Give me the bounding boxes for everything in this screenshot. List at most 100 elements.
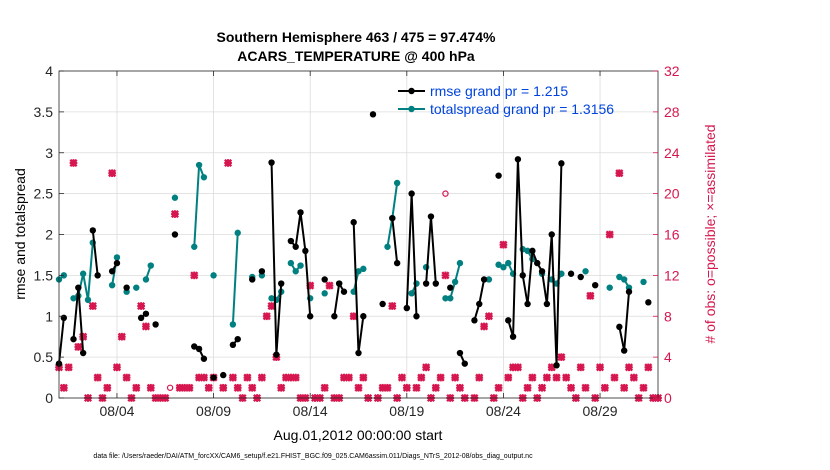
totalspread-point [147, 262, 154, 269]
totalspread-point [287, 259, 295, 267]
totalspread-point [384, 243, 391, 250]
obs-assimilated-marker [566, 383, 576, 392]
obs-assimilated-marker [620, 383, 629, 392]
obs-assimilated-marker [436, 373, 445, 382]
rmse-point [340, 288, 348, 295]
obs-assimilated-marker [586, 291, 595, 300]
totalspread-segment [193, 164, 201, 247]
totalspread-point [495, 261, 502, 268]
x-tick-label: 08/24 [486, 403, 521, 419]
obs-assimilated-marker [581, 383, 590, 392]
totalspread-point [79, 270, 87, 277]
y2-tick-label: 0 [664, 390, 672, 406]
rmse-point [152, 321, 159, 328]
totalspread-point [195, 161, 203, 169]
obs-assimilated-marker [644, 363, 653, 372]
totalspread-point [200, 174, 208, 181]
rmse-point [645, 299, 652, 306]
rmse-point [268, 159, 275, 166]
x-axis-ticks: 08/04 08/09 08/14 08/19 08/24 08/29 [99, 71, 618, 419]
rmse-segment [478, 279, 486, 305]
y-axis-label: rmse and totalspread [12, 168, 28, 300]
y-tick-label: 3.5 [34, 104, 54, 120]
totalspread-segment [82, 273, 89, 301]
obs-possible-marker [166, 384, 174, 391]
obs-assimilated-marker [605, 230, 614, 239]
totalspread-point [640, 278, 647, 286]
obs-assimilated-marker [600, 383, 609, 392]
rmse-point [302, 247, 309, 255]
x-tick-label: 08/29 [583, 403, 618, 419]
obs-assimilated-marker [93, 373, 102, 382]
obs-assimilated-marker [69, 158, 78, 168]
x-tick-label: 08/09 [196, 403, 231, 419]
rmse-segment [357, 316, 365, 354]
obs-assimilated-marker [224, 158, 233, 168]
rmse-point [413, 313, 420, 320]
rmse-point [505, 317, 512, 324]
rmse-segment [58, 317, 65, 364]
obs-assimilated-marker [59, 383, 68, 392]
legend-entry-spread: totalspread grand pr = 1.3156 [398, 101, 614, 117]
y-tick-label: 2 [45, 227, 53, 243]
data-file-footer: data file: /Users/raeder/DAI/ATM_forcXX/… [93, 453, 533, 460]
obs-assimilated-marker [344, 373, 353, 382]
obs-assimilated-marker [79, 332, 88, 341]
obs-assimilated-marker [354, 383, 363, 392]
rmse-point [292, 243, 299, 250]
obs-assimilated-marker [639, 383, 648, 392]
obs-assimilated-marker [190, 271, 199, 280]
rmse-point [514, 156, 522, 163]
totalspread-point [485, 276, 493, 283]
obs-assimilated-marker [277, 383, 286, 392]
obs-assimilated-marker [431, 383, 440, 392]
totalspread-point [355, 268, 362, 275]
rmse-segment [623, 291, 631, 351]
totalspread-point [297, 262, 304, 269]
obs-assimilated-marker [122, 373, 131, 382]
rmse-point [422, 280, 430, 287]
x-tick-label: 08/14 [293, 403, 328, 419]
totalspread-point [268, 295, 275, 302]
obs-possible-marker [442, 190, 449, 197]
rmse-point [553, 362, 560, 369]
obs-assimilated-marker [228, 373, 237, 382]
y2-tick-label: 8 [664, 308, 672, 324]
obs-assimilated-marker [557, 353, 566, 362]
rmse-point [142, 310, 150, 317]
rmse-segment [333, 283, 341, 317]
rmse-point [70, 335, 77, 343]
obs-assimilated-marker [504, 373, 513, 382]
totalspread-point [234, 229, 241, 237]
rmse-segment [618, 326, 626, 351]
rmse-segment [405, 193, 413, 309]
obs-assimilated-marker [88, 301, 97, 311]
totalspread-point [360, 265, 367, 273]
totalspread-segment [86, 242, 94, 300]
y-tick-label: 0.5 [34, 349, 54, 365]
obs-assimilated-marker [325, 281, 334, 290]
obs-assimilated-marker [402, 383, 411, 392]
totalspread-point [191, 243, 198, 250]
totalspread-point [447, 295, 454, 302]
rmse-point [476, 300, 483, 308]
totalspread-point [393, 179, 401, 187]
obs-assimilated-marker [422, 363, 431, 372]
totalspread-point [620, 276, 628, 283]
obs-assimilated-marker [480, 322, 489, 331]
totalspread-segment [231, 232, 239, 325]
obs-assimilated-marker [455, 383, 464, 392]
totalspread-point [408, 290, 415, 297]
obs-assimilated-marker [610, 373, 619, 382]
obs-assimilated-marker [257, 373, 266, 382]
rmse-point [75, 284, 82, 291]
rmse-point [471, 317, 478, 324]
rmse-point [389, 214, 396, 222]
rmse-point [331, 313, 338, 320]
totalspread-point [171, 194, 179, 201]
rmse-segment [521, 275, 529, 305]
rmse-series [55, 111, 652, 381]
obs-assimilated-marker [494, 383, 503, 392]
x-tick-label: 08/04 [99, 403, 134, 419]
